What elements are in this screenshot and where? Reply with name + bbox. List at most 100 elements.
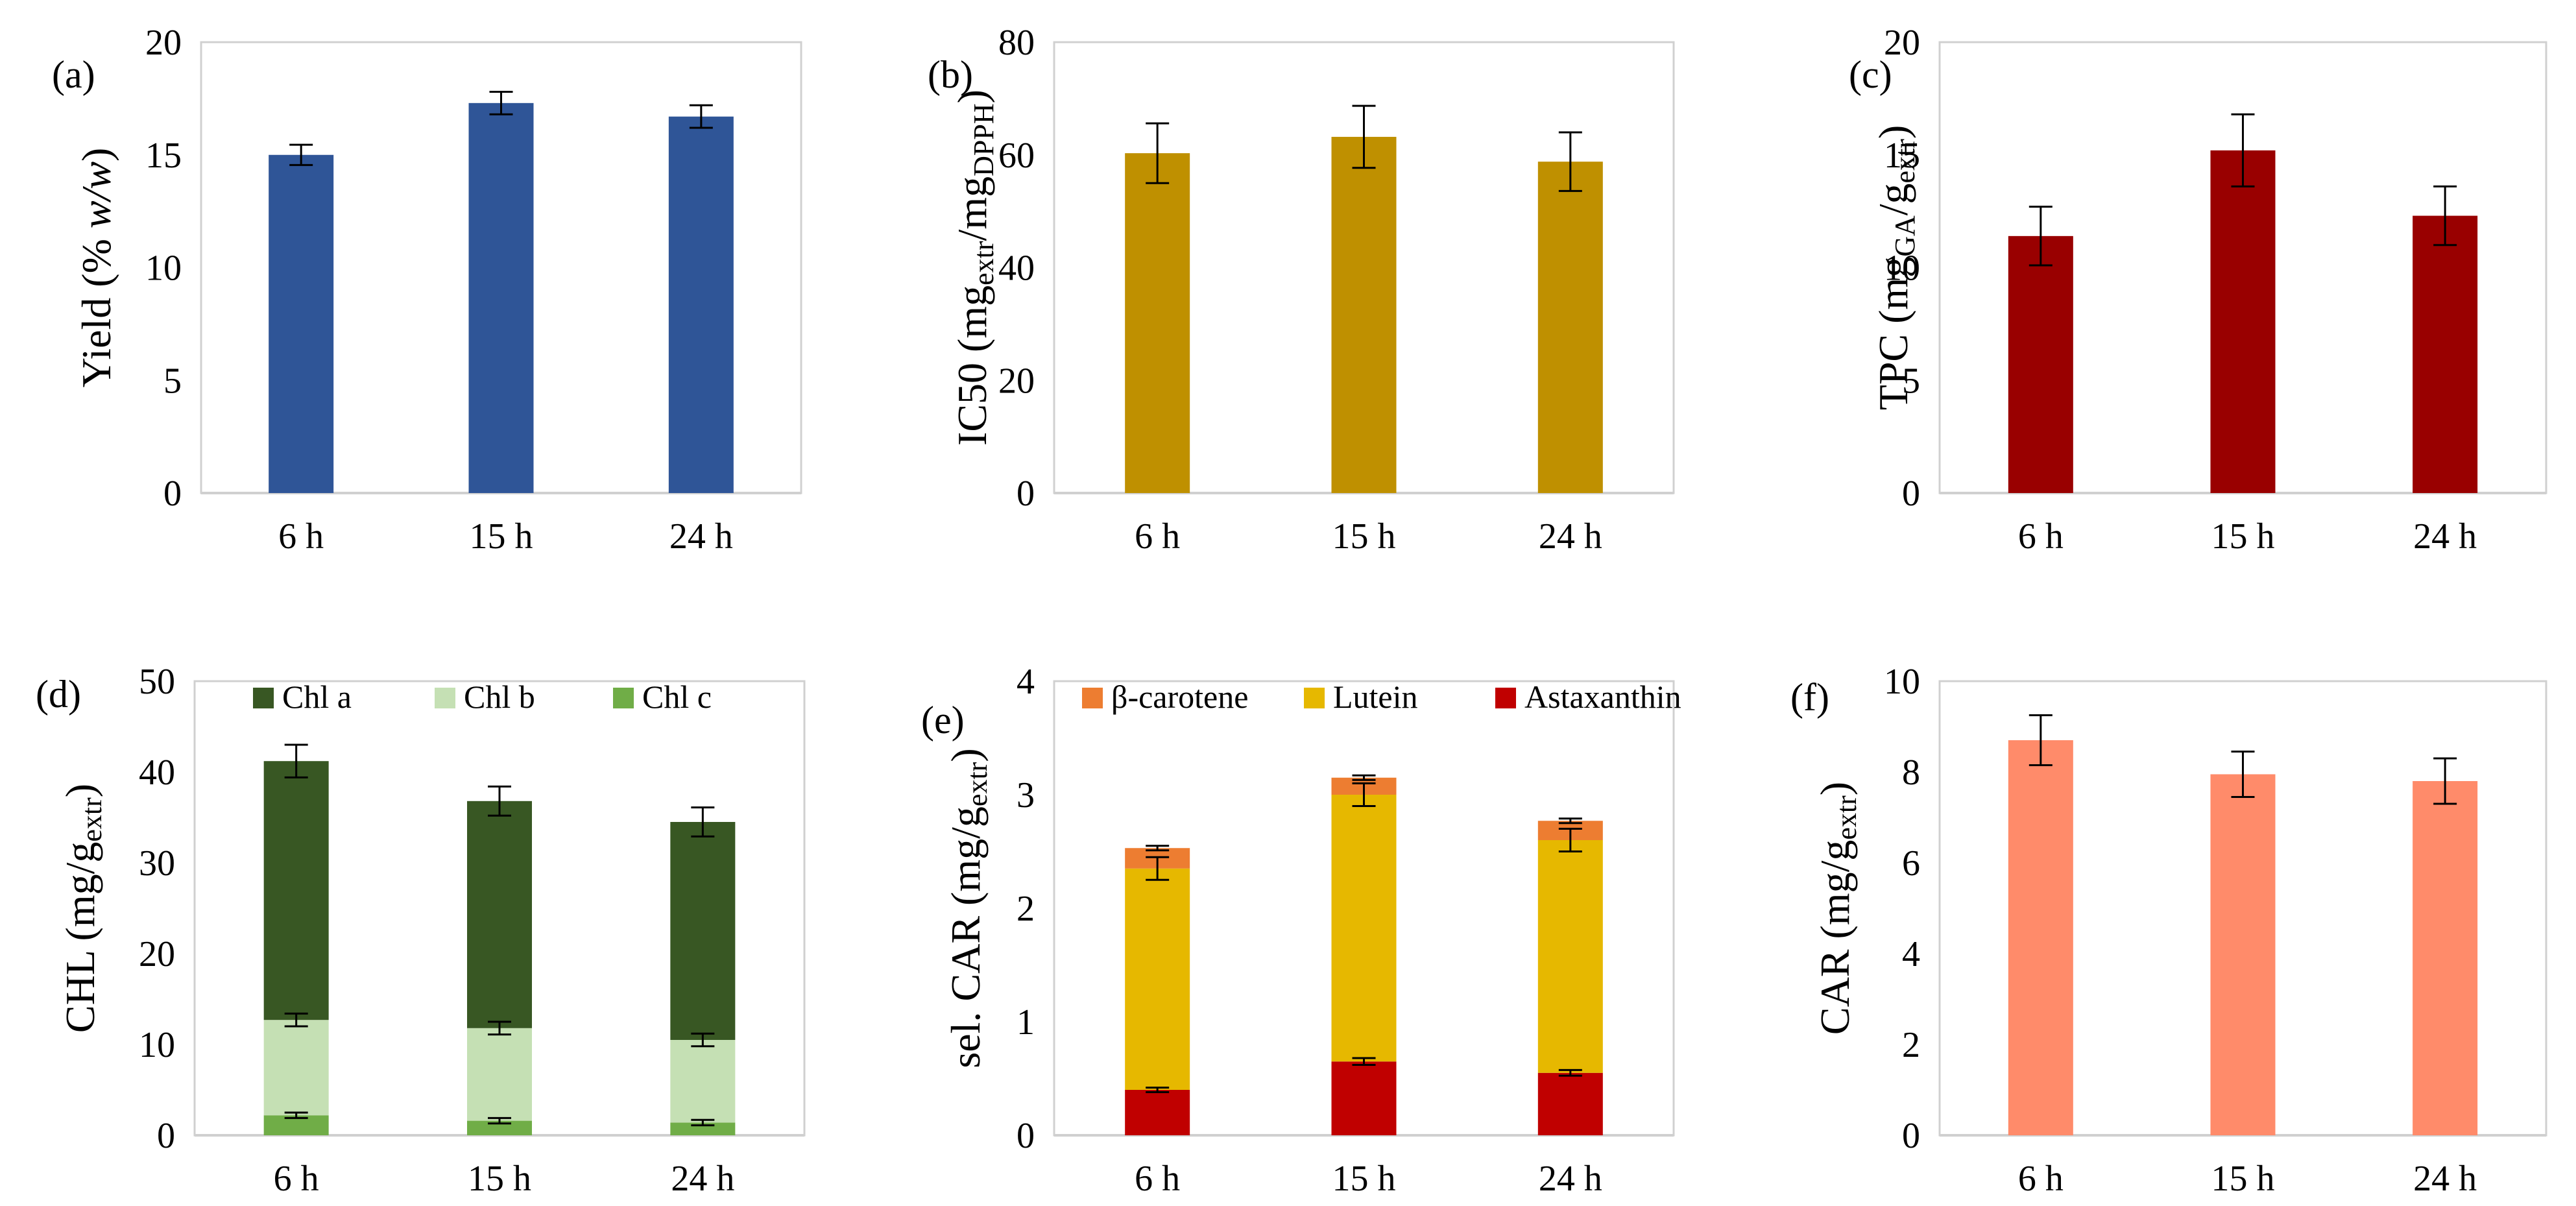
bar-ic50-2 bbox=[1537, 162, 1603, 494]
y-axis-label-part: IC50 (mg bbox=[949, 285, 995, 446]
error-bar bbox=[1352, 1057, 1376, 1066]
panel-label: (a) bbox=[52, 53, 95, 96]
x-tick-label: 6 h bbox=[274, 1159, 319, 1199]
chart-panel-a: 0 5 10 15 20 6 h 15 h 24 h Yield (% w/w) (a) bbox=[52, 23, 802, 557]
y-axis-label-part: TPC (mg bbox=[1870, 257, 1916, 410]
y-tick-label: 0 bbox=[1017, 1116, 1035, 1156]
error-bar bbox=[2433, 757, 2457, 805]
error-bar bbox=[1146, 845, 1170, 852]
bar-yield-0 bbox=[269, 154, 334, 493]
x-tick-label: 24 h bbox=[2413, 1159, 2477, 1199]
y-tick-label: 8 bbox=[1902, 753, 1920, 793]
error-bar bbox=[1352, 104, 1376, 169]
x-tick-label: 15 h bbox=[1332, 516, 1396, 557]
bar-chl-b-0 bbox=[263, 1020, 329, 1116]
y-axis-label-part: ) bbox=[949, 90, 995, 103]
y-tick-label: 3 bbox=[1017, 775, 1035, 815]
legend-swatch bbox=[613, 688, 634, 708]
error-bar bbox=[1558, 131, 1582, 192]
panel-label: (c) bbox=[1849, 53, 1892, 96]
error-bar bbox=[1146, 856, 1170, 881]
legend: Chl a Chl b Chl c bbox=[253, 679, 712, 715]
legend-label: Chl a bbox=[282, 679, 352, 715]
panel-label: (f) bbox=[1790, 676, 1829, 719]
chart-panel-b: 0 20 40 60 80 6 h 15 h 24 h IC50 (mgextr/mgDPPH)… bbox=[928, 23, 1675, 557]
bar-lutein-0 bbox=[1125, 868, 1190, 1090]
y-tick-label: 6 bbox=[1902, 843, 1920, 884]
legend-label: β-carotene bbox=[1111, 679, 1248, 715]
panel-label: (b) bbox=[928, 53, 973, 96]
y-axis-label-part: w/w bbox=[73, 162, 119, 228]
y-tick-label: 50 bbox=[139, 662, 175, 702]
y-axis-label-part: extr bbox=[961, 762, 993, 806]
x-tick-label: 15 h bbox=[2211, 516, 2275, 557]
bar-chl-b-1 bbox=[467, 1028, 532, 1121]
y-tick-label: 10 bbox=[145, 248, 182, 289]
y-axis-label-part: sel. CAR (mg/g bbox=[943, 806, 989, 1068]
y-axis-label-part: ) bbox=[1870, 125, 1916, 139]
y-axis-label-part: extr bbox=[968, 241, 1000, 285]
chart-panel-c: 0 5 10 15 20 6 h 15 h 24 h TPC (mgGA/gextr) (c) bbox=[1849, 23, 2547, 557]
legend: β-carotene Lutein Astaxanthin bbox=[1082, 679, 1681, 715]
error-bar bbox=[488, 1116, 511, 1125]
y-tick-label: 2 bbox=[1017, 889, 1035, 929]
bar-chl-a-1 bbox=[467, 801, 532, 1028]
y-tick-label: 10 bbox=[1884, 248, 1920, 289]
y-tick-label: 2 bbox=[1902, 1025, 1920, 1065]
error-bar bbox=[1558, 1068, 1582, 1077]
y-axis-label-part: CAR (mg/g bbox=[1812, 840, 1858, 1035]
y-tick-label: 0 bbox=[1902, 474, 1920, 514]
legend-swatch bbox=[1304, 688, 1325, 708]
bar-astaxanthin-2 bbox=[1537, 1072, 1603, 1135]
y-tick-label: 5 bbox=[1902, 361, 1920, 401]
y-tick-label: 15 bbox=[145, 136, 182, 176]
y-tick-label: 30 bbox=[139, 843, 175, 884]
error-bar bbox=[691, 1118, 715, 1127]
error-bar bbox=[284, 1111, 308, 1119]
error-bar bbox=[1558, 817, 1582, 825]
legend-swatch bbox=[1082, 688, 1103, 708]
y-axis-label: CHL (mg/gextr) bbox=[57, 784, 108, 1033]
y-tick-label: 5 bbox=[163, 361, 182, 401]
bar-chl-b-2 bbox=[670, 1040, 736, 1123]
error-bar bbox=[2028, 714, 2052, 766]
panel-label: (d) bbox=[36, 673, 81, 716]
bar-car-1 bbox=[2210, 774, 2276, 1135]
x-tick-label: 6 h bbox=[278, 516, 324, 557]
y-tick-label: 10 bbox=[139, 1025, 175, 1065]
x-tick-label: 15 h bbox=[470, 516, 533, 557]
y-tick-label: 0 bbox=[1902, 1116, 1920, 1156]
y-tick-label: 20 bbox=[1884, 23, 1920, 63]
error-bar bbox=[488, 1020, 511, 1036]
error-bar bbox=[2231, 113, 2255, 187]
bar-chl-c-1 bbox=[467, 1120, 532, 1135]
y-axis-label-part: GA bbox=[1889, 215, 1921, 257]
x-tick-label: 6 h bbox=[1135, 516, 1180, 557]
y-axis-label-part: extr bbox=[1831, 795, 1862, 840]
y-tick-label: 60 bbox=[998, 136, 1035, 176]
y-axis-label: sel. CAR (mg/gextr) bbox=[943, 748, 993, 1068]
y-axis-label: Yield (% w/w) bbox=[73, 148, 119, 388]
x-tick-label: 15 h bbox=[2211, 1159, 2275, 1199]
x-tick-label: 15 h bbox=[1332, 1159, 1396, 1199]
y-axis-label-part: /g bbox=[1870, 183, 1916, 215]
legend-swatch bbox=[253, 688, 274, 708]
error-bar bbox=[1352, 774, 1376, 781]
x-tick-label: 24 h bbox=[669, 516, 733, 557]
y-axis-label-part: Yield (% bbox=[73, 228, 119, 387]
bar-tpc-0 bbox=[2008, 235, 2073, 493]
y-tick-label: 1 bbox=[1017, 1002, 1035, 1043]
error-bar bbox=[284, 743, 308, 778]
legend-label: Chl b bbox=[464, 679, 535, 715]
error-bar bbox=[289, 143, 313, 166]
y-tick-label: 20 bbox=[139, 934, 175, 974]
x-tick-label: 24 h bbox=[1539, 1159, 1602, 1199]
y-tick-label: 80 bbox=[998, 23, 1035, 63]
x-tick-label: 24 h bbox=[1539, 516, 1602, 557]
error-bar bbox=[1146, 1087, 1170, 1093]
bar-lutein-1 bbox=[1331, 795, 1397, 1062]
bar-ic50-1 bbox=[1331, 136, 1397, 493]
error-bar bbox=[488, 785, 511, 817]
bar-car-0 bbox=[2008, 740, 2073, 1135]
